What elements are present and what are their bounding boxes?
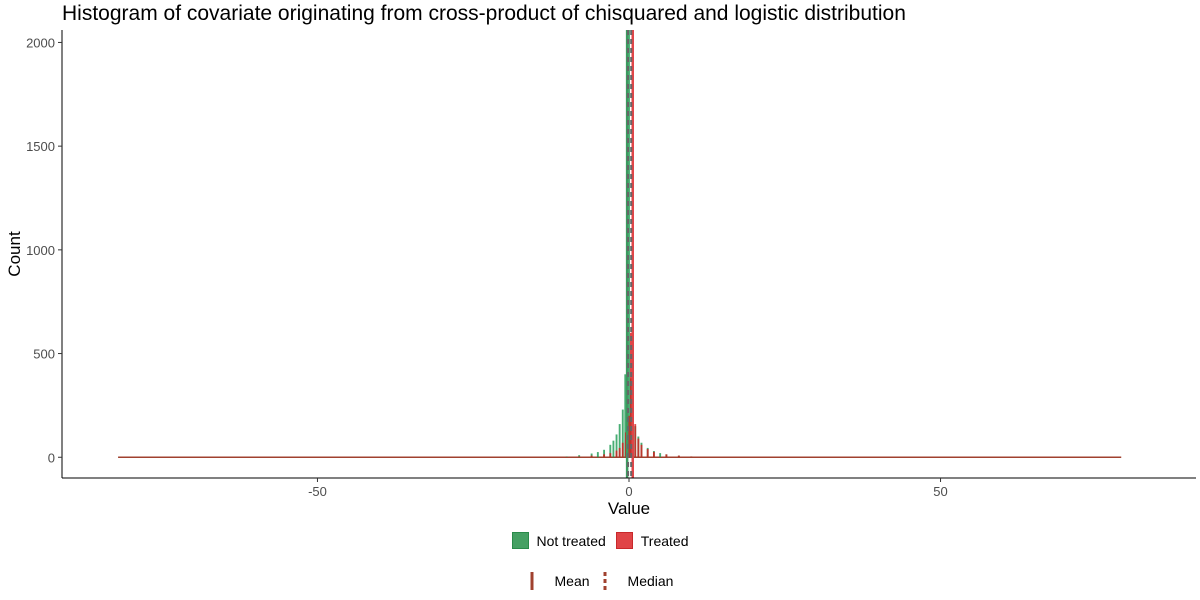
y-tick-label: 2000 (26, 35, 55, 50)
histogram-bar (652, 451, 655, 458)
histogram-bar (615, 450, 618, 458)
histogram-bar (603, 454, 606, 458)
histogram-bar (624, 374, 627, 458)
histogram-bar (590, 453, 593, 458)
legend-item-median: Median (600, 572, 674, 590)
histogram-bar (615, 434, 618, 458)
x-tick-label: 0 (625, 484, 632, 499)
chart-title: Histogram of covariate originating from … (62, 2, 906, 25)
histogram-bar (578, 456, 581, 458)
histogram-bar (634, 424, 637, 458)
histogram-bar (565, 456, 568, 458)
legend-key-median (600, 572, 614, 590)
y-tick-label: 1000 (26, 243, 55, 258)
legend-key-mean (527, 572, 541, 590)
histogram-bar (612, 440, 615, 458)
legend-label-treated: Treated (640, 532, 689, 549)
histogram-bar (578, 455, 581, 458)
histogram-bar (609, 444, 612, 458)
histogram-bar (690, 456, 693, 458)
fill-legend: Not treated Treated (0, 532, 1200, 549)
histogram-bar (646, 448, 649, 458)
y-tick-label: 500 (33, 347, 55, 362)
histogram-bar (629, 332, 632, 458)
legend-item-not-treated: Not treated (511, 532, 606, 549)
legend-label-mean: Mean (554, 573, 590, 589)
legend-label-median: Median (627, 573, 674, 589)
x-tick-label: 50 (933, 484, 947, 499)
x-axis-title: Value (608, 499, 650, 518)
histogram-bar (590, 455, 593, 458)
histogram-bar (609, 453, 612, 458)
legend-swatch-treated (615, 532, 633, 549)
histogram-bar (637, 438, 640, 458)
histogram-bar (677, 455, 680, 458)
y-axis-title: Count (5, 231, 24, 277)
legend-swatch-not-treated (511, 532, 529, 549)
histogram-bar (565, 456, 568, 458)
histogram-bar (621, 409, 624, 458)
y-tick-label: 0 (48, 450, 55, 465)
legend-label-not-treated: Not treated (536, 532, 606, 549)
legend-item-treated: Treated (615, 532, 689, 549)
histogram-bar (665, 454, 668, 458)
legend-item-mean: Mean (527, 572, 590, 590)
x-tick-label: -50 (308, 484, 327, 499)
histogram-bar (618, 424, 621, 458)
histogram-bar (596, 452, 599, 458)
histogram-bar (621, 442, 624, 458)
histogram-bar (640, 444, 643, 458)
line-legend: Mean Median (0, 572, 1200, 590)
y-tick-label: 1500 (26, 139, 55, 154)
histogram-bar (659, 453, 662, 458)
histogram-bar (628, 30, 630, 458)
histogram-bar (603, 449, 606, 458)
histogram-bar (618, 447, 621, 458)
